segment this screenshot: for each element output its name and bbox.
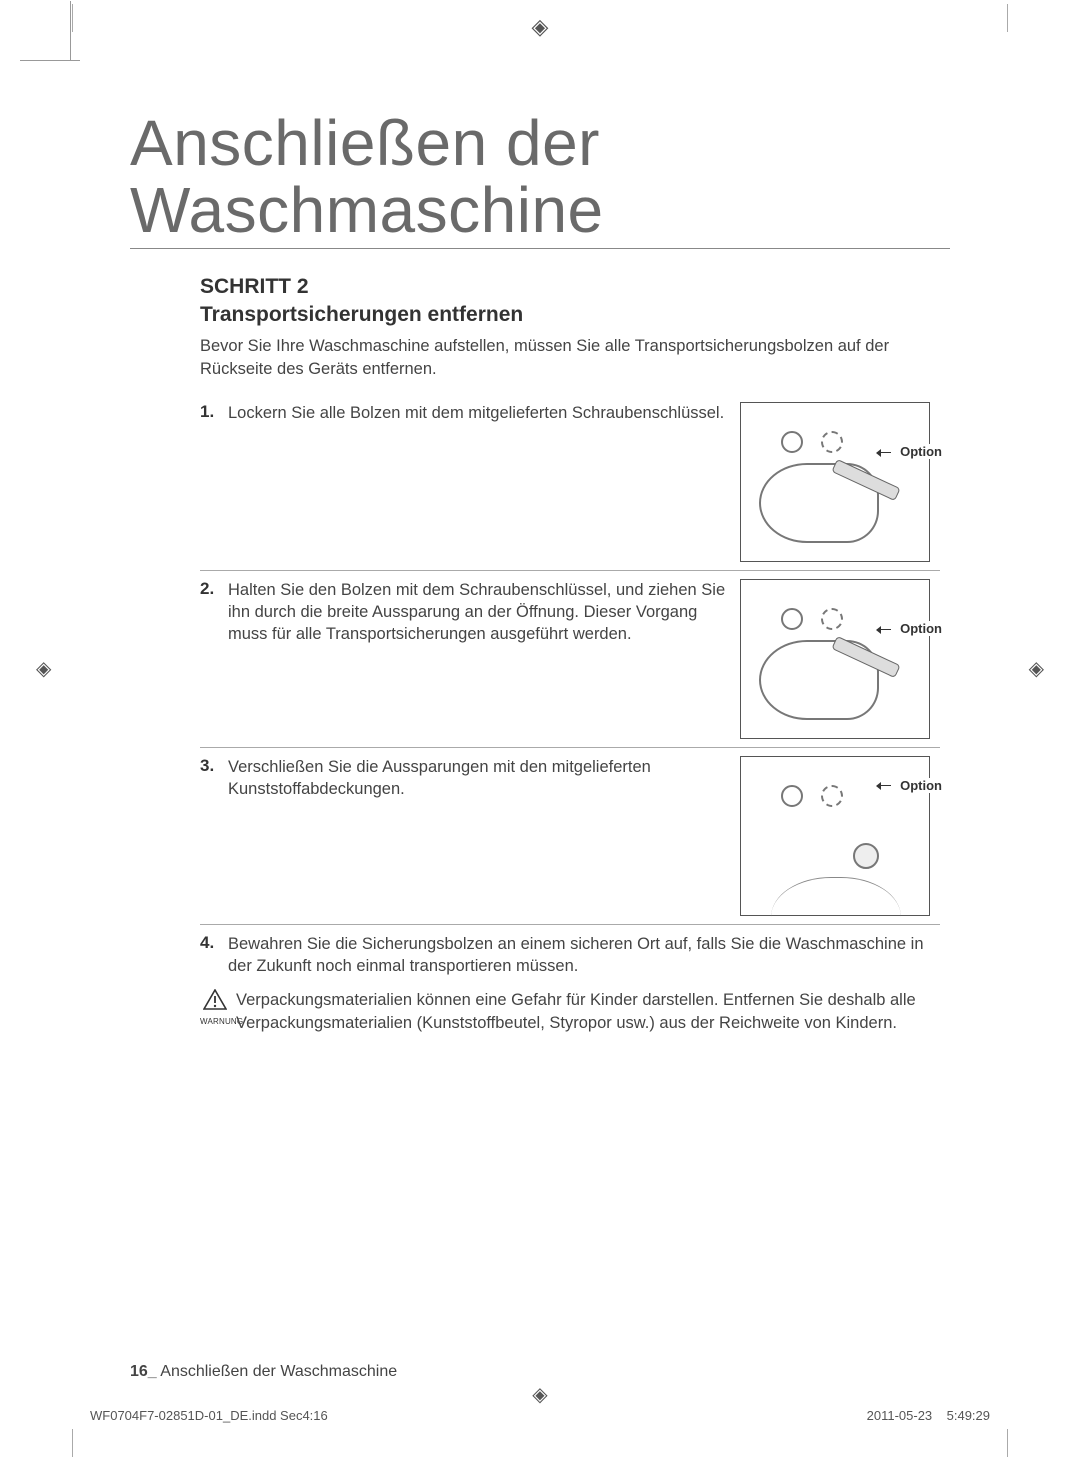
page-footer: 16_ Anschließen der Waschmaschine: [130, 1363, 397, 1381]
warning-icon-wrapper: WARNUNG: [200, 989, 230, 1026]
page-number: 16_: [130, 1363, 157, 1380]
option-label: Option: [898, 621, 944, 636]
crop-mark: [20, 60, 80, 72]
warning-block: WARNUNG Verpackungsmaterialien können ei…: [200, 989, 940, 1034]
item-text: Verschließen Sie die Aussparungen mit de…: [228, 756, 740, 916]
page-footer-text: Anschließen der Waschmaschine: [160, 1363, 397, 1380]
figure: [740, 579, 930, 739]
item-text: Bewahren Sie die Sicherungsbolzen an ein…: [228, 933, 940, 978]
crop-tick: [1007, 4, 1008, 32]
instruction-item: 3. Verschließen Sie die Aussparungen mit…: [200, 748, 940, 925]
item-number: 1.: [200, 402, 228, 562]
item-number: 2.: [200, 579, 228, 739]
registration-mark-top: ◈: [532, 14, 549, 40]
warning-text: Verpackungsmaterialien können eine Gefah…: [230, 989, 940, 1034]
bolt-shape: [781, 431, 803, 453]
item-text: Halten Sie den Bolzen mit dem Schraubens…: [228, 579, 740, 739]
cover-outline: [771, 877, 901, 917]
figure-wrapper: Option: [740, 402, 940, 562]
bolt-shape: [781, 608, 803, 630]
footer-file: WF0704F7-02851D-01_DE.indd Sec4:16: [90, 1408, 328, 1423]
warning-label: WARNUNG: [200, 1017, 230, 1026]
crop-tick: [72, 1429, 73, 1457]
bolt-shape: [781, 785, 803, 807]
crop-tick: [72, 4, 73, 32]
footer-date: 2011-05-23: [867, 1408, 933, 1423]
registration-mark-bottom: ◈: [532, 1382, 547, 1407]
callout-arrow: [877, 452, 891, 453]
figure: [740, 402, 930, 562]
figure-wrapper: Option: [740, 579, 940, 739]
registration-mark-left: ◈: [36, 656, 51, 681]
bolt-shape-dashed: [821, 608, 843, 630]
content-area: SCHRITT 2 Transportsicherungen entfernen…: [200, 275, 940, 1034]
cap-shape: [853, 843, 879, 869]
warning-icon: [203, 989, 227, 1010]
bolt-shape-dashed: [821, 785, 843, 807]
instruction-item: 2. Halten Sie den Bolzen mit dem Schraub…: [200, 571, 940, 748]
page-title: Anschließen der Waschmaschine: [130, 110, 950, 249]
item-number: 4.: [200, 933, 228, 978]
step-title: Transportsicherungen entfernen: [200, 303, 940, 327]
crop-tick: [1007, 1429, 1008, 1457]
intro-text: Bevor Sie Ihre Waschmaschine aufstellen,…: [200, 335, 940, 380]
page-content: Anschließen der Waschmaschine SCHRITT 2 …: [130, 110, 950, 1034]
bolt-shape-dashed: [821, 431, 843, 453]
instruction-item: 1. Lockern Sie alle Bolzen mit dem mitge…: [200, 394, 940, 571]
option-label: Option: [898, 778, 944, 793]
figure-wrapper: Option: [740, 756, 940, 916]
footer-datetime: 2011-05-23 5:49:29: [867, 1408, 990, 1423]
footer-time: 5:49:29: [947, 1408, 990, 1423]
step-label: SCHRITT 2: [200, 275, 940, 299]
option-label: Option: [898, 444, 944, 459]
registration-mark-right: ◈: [1029, 656, 1044, 681]
callout-arrow: [877, 629, 891, 630]
item-text: Lockern Sie alle Bolzen mit dem mitgelie…: [228, 402, 740, 562]
callout-arrow: [877, 785, 891, 786]
instruction-item: 4. Bewahren Sie die Sicherungsbolzen an …: [200, 925, 940, 982]
item-number: 3.: [200, 756, 228, 916]
